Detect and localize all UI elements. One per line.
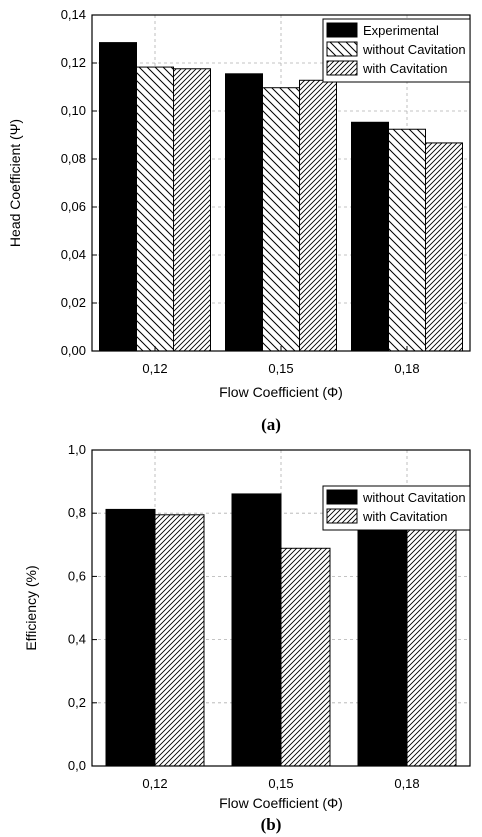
x-tick-label: 0,12 [142,361,167,376]
y-tick-label: 0,2 [68,695,86,710]
bar-without-cavitation-2 [357,505,408,767]
chart-panel-b: 0,0 0,2 0,4 0,6 0,8 1,0 0,12 0,15 0,18 Efficien… [23,442,471,834]
panel-caption-b: (b) [261,815,282,834]
bars-a [99,42,463,352]
y-axis-label-b: Efficiency (%) [23,565,39,650]
y-tick-label: 0,08 [61,151,86,166]
bar-without-cavitation-2 [388,128,426,352]
y-tick-label: 0,02 [61,295,86,310]
legend-swatch [326,60,358,76]
ticks-a [92,14,408,352]
x-tick-label: 0,15 [268,776,293,791]
x-tick-label: 0,12 [142,776,167,791]
y-tick-label: 0,04 [61,247,86,262]
y-tick-label: 0,14 [61,7,86,22]
bar-without-cavitation-0 [136,66,174,352]
legend-b: without Cavitation with Cavitation [322,485,471,531]
legend-label: Experimental [363,23,439,38]
legend-label: with Cavitation [362,61,448,76]
bar-experimental-2 [351,121,389,352]
bar-with-cavitation-2 [425,142,463,352]
y-axis-label-a: Head Coefficient (Ψ) [7,119,23,247]
y-tick-label: 0,4 [68,632,86,647]
legend-swatch [326,41,358,57]
ticks-b [92,449,408,767]
y-tick-label: 0,12 [61,55,86,70]
y-tick-label: 0,06 [61,199,86,214]
legend-swatch [326,489,358,505]
bar-with-cavitation-0 [173,68,211,352]
x-tick-label: 0,18 [394,361,419,376]
legend-label: without Cavitation [362,490,466,505]
y-tick-label: 1,0 [68,442,86,457]
y-tick-label: 0,8 [68,505,86,520]
y-tick-label: 0,00 [61,343,86,358]
y-tick-label: 0,6 [68,568,86,583]
panel-caption-a: (a) [261,415,281,434]
bar-experimental-1 [225,73,263,352]
x-axis-label-b: Flow Coefficient (Φ) [219,795,343,811]
bar-without-cavitation-1 [262,87,300,352]
x-tick-labels-a: 0,12 0,15 0,18 [142,361,419,376]
x-tick-label: 0,15 [268,361,293,376]
y-tick-label: 0,0 [68,758,86,773]
chart-panel-a: 0,000,020,040,060,080,100,120,14 0,12 0,1… [7,7,471,434]
legend-swatch [326,22,358,38]
bar-with-cavitation-2 [406,521,457,767]
bars-b [105,493,457,767]
legend-label: without Cavitation [362,42,466,57]
y-tick-labels-b: 0,0 0,2 0,4 0,6 0,8 1,0 [68,442,86,773]
x-tick-labels-b: 0,12 0,15 0,18 [142,776,419,791]
bar-experimental-0 [99,42,137,352]
bar-with-cavitation-1 [299,79,337,352]
legend-label: with Cavitation [362,509,448,524]
bar-without-cavitation-0 [105,508,156,767]
legend-a: Experimental without Cavitation with Cavit… [322,18,471,83]
bar-without-cavitation-1 [231,493,282,767]
bar-with-cavitation-1 [280,547,331,767]
y-tick-labels-a: 0,00 0,02 0,04 0,06 0,08 0,10 0,12 0,14 [61,7,86,358]
x-axis-label-a: Flow Coefficient (Φ) [219,384,343,400]
legend-swatch [326,508,358,524]
y-tick-label: 0,10 [61,103,86,118]
x-tick-label: 0,18 [394,776,419,791]
bar-with-cavitation-0 [154,514,205,767]
